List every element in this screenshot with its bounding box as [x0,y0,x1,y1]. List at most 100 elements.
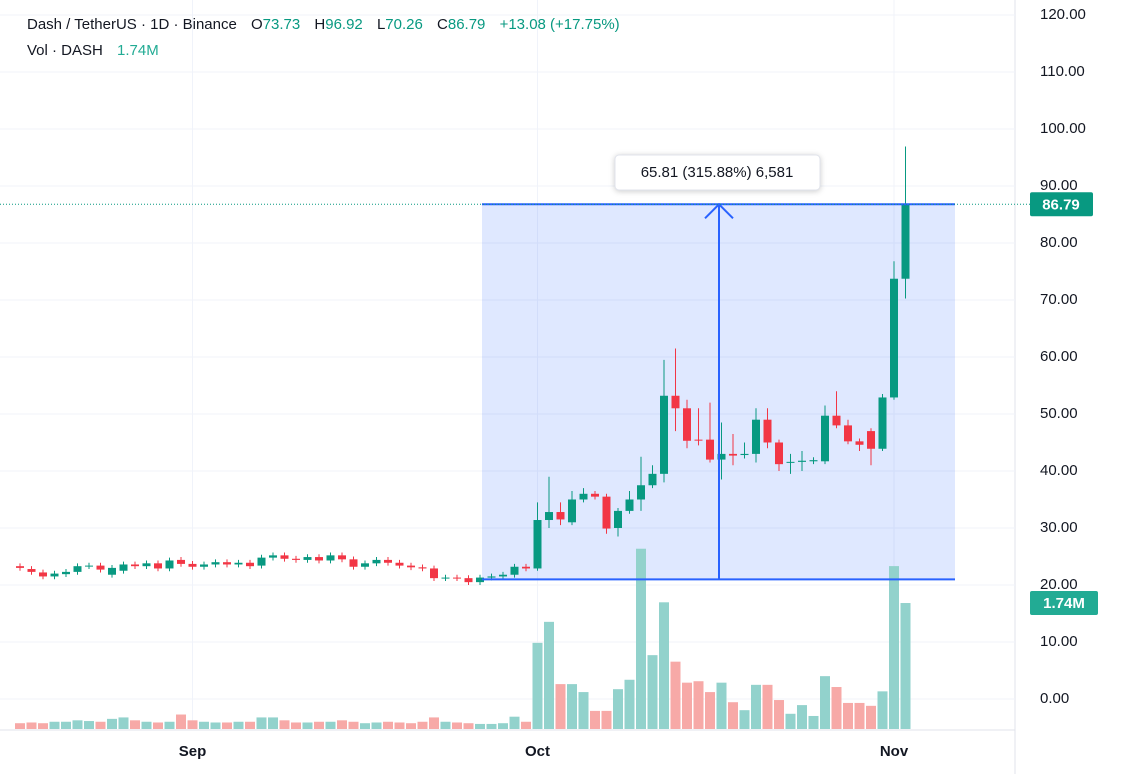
candle-body [315,557,323,561]
volume-bar [130,720,140,729]
volume-tag-label: 1.74M [1043,595,1085,612]
volume-bar [314,721,324,729]
candle-body [855,441,864,445]
candle-body [200,564,208,567]
ohlc-value: 70.26 [385,16,423,33]
candle-body [671,395,680,409]
volume-bar [440,721,451,729]
candle-body [476,577,484,583]
y-tick-label: 30.00 [1040,519,1078,536]
candle-body [177,559,185,564]
y-tick-label: 120.00 [1040,6,1086,23]
candle-body [545,512,553,521]
volume-bar [245,721,255,729]
volume-bar [337,720,347,729]
candle-body [361,563,369,567]
candle-body [844,425,852,442]
volume-bar [521,721,531,729]
volume-bar [498,723,508,729]
x-tick-label: Oct [525,743,550,760]
candle-body [384,559,392,563]
y-tick-label: 20.00 [1040,576,1078,593]
volume-bar [452,722,462,729]
candle-body [890,278,898,398]
ohlc-key: H [314,16,326,33]
volume-bar [624,679,635,729]
candle-body [487,576,496,578]
ohlc-key: L [376,16,386,33]
candle-body [73,566,82,572]
volume-bar [854,702,865,729]
candle-body [119,564,128,571]
candle-body [338,555,346,560]
y-tick-label: 110.00 [1040,63,1085,80]
candle-body [625,499,634,511]
candle-body [395,562,404,566]
volume-bar [843,702,853,729]
volume-bar [95,721,106,729]
volume-bar [555,684,566,729]
volume-bar [222,722,232,729]
volume-bar [877,691,888,729]
volume-bar [199,721,209,729]
symbol-legend: Dash / TetherUS · 1D · Binance O73.73 H9… [27,16,620,33]
volume-bar [486,723,497,729]
volume-bar [705,692,715,729]
last-price-label: 86.79 [1042,196,1080,213]
candle-body [188,563,197,567]
candle-body [729,453,737,456]
volume-bar [256,717,267,729]
candle-body [165,560,174,569]
volume-bar [659,602,669,729]
candle-body [223,562,231,565]
volume-bar [15,723,25,729]
volume-bar [475,723,485,729]
candle-body [786,461,795,463]
candle-body [878,397,887,449]
candle-body [62,571,70,575]
y-tick-label: 70.00 [1040,291,1078,308]
volume-bar [797,705,807,729]
candle-body [499,574,507,577]
volume-bar [578,692,589,729]
volume-bar [682,682,692,729]
volume-bar [785,713,796,729]
candle-body [464,578,473,583]
volume-bar [613,689,623,729]
x-tick-label: Sep [179,743,207,760]
measure-label-box [614,154,821,191]
candle-body [568,499,576,523]
volume-bar [72,720,83,729]
candle-body [660,395,668,474]
y-tick-label: 40.00 [1040,462,1078,479]
volume-bar [544,621,554,729]
volume-bar [820,676,830,729]
candle-body [706,439,714,460]
volume-bar [463,723,474,729]
y-tick-label: 80.00 [1040,234,1078,251]
volume-bar [279,720,290,729]
ohlc: L70.26 [377,16,423,33]
candle-body [763,419,772,443]
volume-value: 1.74M [117,42,159,59]
candle-body [280,555,289,559]
candle-body [694,439,703,441]
volume-bar [866,705,876,729]
ohlc: C86.79 [437,16,485,33]
volume-bar [647,655,658,729]
candle-body [142,563,151,567]
volume-bar [636,548,646,729]
volume-bar [360,723,370,729]
volume-bar [716,682,727,729]
volume-bar [107,718,117,729]
candle-body [453,577,461,579]
candle-body [775,442,783,465]
candle-body [441,577,450,579]
change: +13.08 (+17.75%) [499,16,620,33]
candle-body [809,460,818,462]
candle-body [832,415,841,426]
volume-bar [590,710,600,729]
volume-bar [889,566,899,729]
x-tick-label: Nov [880,743,909,760]
